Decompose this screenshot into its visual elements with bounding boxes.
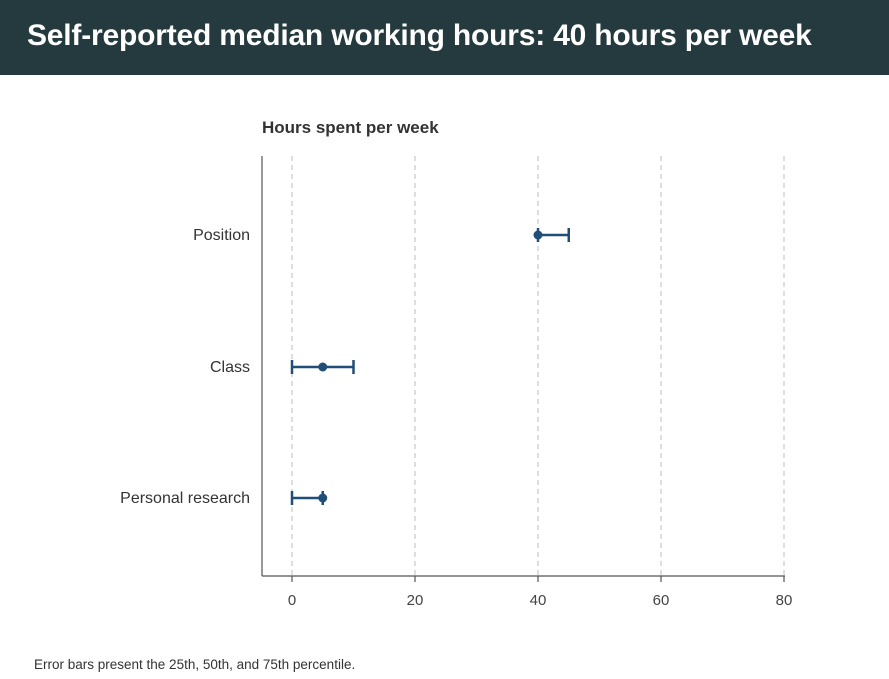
error-bar-position — [533, 228, 570, 242]
page-title: Self-reported median working hours: 40 h… — [27, 19, 812, 52]
median-point-class — [318, 362, 328, 372]
error-bar-chart: Hours spent per week 0 20 40 60 80 Position C… — [120, 118, 793, 609]
footnote: Error bars present the 25th, 50th, and 7… — [34, 657, 356, 672]
x-tick-labels: 0 20 40 60 80 — [288, 592, 793, 609]
axes — [261, 156, 785, 582]
error-bar-class — [290, 360, 355, 374]
error-bar-personal-research — [290, 491, 328, 505]
median-point-position — [533, 230, 543, 240]
category-labels: Position Class Personal research — [120, 227, 250, 507]
data-marks — [290, 228, 570, 505]
x-tick-label-20: 20 — [407, 592, 424, 609]
x-tick-label-60: 60 — [653, 592, 670, 609]
chart-title: Hours spent per week — [262, 118, 439, 137]
category-label-position: Position — [193, 227, 250, 244]
grid-lines — [291, 156, 785, 576]
category-label-personal-research: Personal research — [120, 490, 250, 507]
x-tick-label-80: 80 — [776, 592, 793, 609]
category-label-class: Class — [210, 359, 250, 376]
x-tick-label-0: 0 — [288, 592, 296, 609]
header-bar: Self-reported median working hours: 40 h… — [0, 0, 889, 75]
median-point-personal-research — [318, 493, 328, 503]
x-tick-label-40: 40 — [530, 592, 547, 609]
